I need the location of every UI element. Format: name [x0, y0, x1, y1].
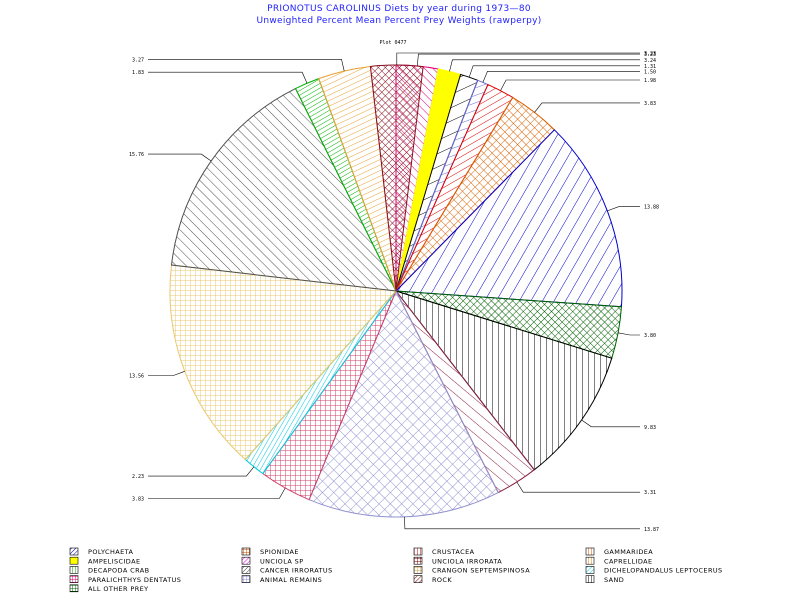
slice-labels: 3.233.241.311.50 1.98 3.83 13.88 3.80 9.83 3.3… [129, 51, 659, 533]
legend-label: SAND [604, 576, 624, 584]
slice-value-label: 1.83 [132, 70, 144, 76]
leader-line [148, 153, 212, 162]
legend-label: CAPRELLIDAE [604, 557, 653, 565]
pie-slice [369, 64, 424, 292]
legend-swatch [69, 547, 79, 556]
pie-slice [169, 264, 398, 461]
slice-value-label: 3.31 [644, 490, 656, 496]
leader-line [148, 466, 255, 477]
slice-value-label: 1.98 [644, 78, 656, 84]
leader-line [148, 71, 308, 84]
leader-line [449, 59, 640, 72]
pie-slice [170, 87, 397, 292]
legend-label: PARALICHTHYS DENTATUS [88, 576, 181, 584]
chart-subtitle: Unweighted Percent Mean Percent Prey Wei… [256, 16, 541, 26]
legend-label: ROCK [432, 576, 452, 584]
chart-title: PRIONOTUS CAROLINUS Diets by year during… [267, 4, 531, 14]
legend-label: ALL OTHER PREY [88, 585, 149, 593]
leader-line [500, 79, 640, 91]
slice-value-label: 13.88 [644, 205, 659, 211]
leader-line [607, 206, 640, 212]
legend-label: UNCIOLA IRRORATA [432, 557, 502, 565]
leader-line [396, 52, 640, 65]
leader-line [618, 332, 640, 336]
legend-swatch [585, 556, 595, 565]
legend-swatch [413, 547, 423, 556]
legend-swatch [69, 584, 79, 593]
legend-swatch [241, 566, 251, 574]
legend-label: CRANGON SEPTEMSPINOSA [432, 567, 530, 575]
legend-label: ANIMAL REMAINS [260, 576, 322, 584]
leader-line [404, 516, 640, 530]
slice-value-label: 1.31 [644, 64, 656, 70]
leader-line [482, 71, 640, 83]
pie-slice [394, 290, 613, 471]
plot-id-label: Plot 0477 [379, 40, 406, 46]
slice-value-label: 2.23 [132, 474, 144, 480]
slice-value-label: 1.50 [644, 69, 656, 75]
slice-value-label: 13.87 [644, 527, 659, 533]
legend-swatch [69, 556, 79, 565]
legend-label: GAMMARIDEA [604, 548, 653, 556]
legend-swatch [241, 556, 251, 565]
legend-label: POLYCHAETA [88, 548, 133, 556]
slice-value-label: 9.83 [644, 425, 656, 431]
legend-label: DICHELOPANDALUS LEPTOCERUS [604, 567, 723, 575]
legend-swatch [413, 566, 423, 574]
legend-swatch [585, 547, 595, 556]
pie-slices [169, 64, 623, 518]
legend-label: AMPELISCIDAE [88, 557, 140, 565]
legend-label: SPIONIDAE [260, 548, 299, 556]
leader-line [417, 53, 640, 67]
leader-line [148, 58, 345, 72]
legend-swatch [585, 575, 595, 583]
leader-line [148, 371, 185, 376]
slice-value-label: 15.76 [129, 152, 144, 158]
slice-value-label: 3.24 [644, 58, 656, 64]
leader-line [534, 102, 640, 113]
slice-value-label: 3.83 [132, 496, 144, 502]
leader-line [581, 419, 640, 428]
legend-label: CANCER IRRORATUS [260, 567, 333, 575]
legend-swatch [241, 575, 251, 583]
slice-value-label: 3.27 [132, 57, 144, 63]
legend-label: DECAPODA CRAB [88, 567, 149, 575]
slice-value-label: 3.80 [644, 333, 656, 339]
legend-label: UNCIOLA SP [260, 557, 304, 565]
leader-line [468, 65, 640, 78]
slice-value-label: 3.23 [644, 52, 656, 58]
slice-value-label: 3.83 [644, 101, 656, 107]
legend-swatch [69, 575, 79, 583]
legend-swatch [413, 556, 423, 565]
leader-line [148, 487, 286, 499]
legend-swatch [241, 547, 251, 556]
leader-line [516, 481, 640, 493]
legend-swatch [413, 575, 423, 583]
legend-swatch [585, 566, 595, 574]
slice-value-label: 3.23 [644, 51, 656, 57]
legend: POLYCHAETA SPIONIDAE CRUSTACEA GAMMARIDEA AM… [69, 547, 723, 593]
legend-label: CRUSTACEA [432, 548, 475, 556]
slice-value-label: 13.56 [129, 374, 144, 380]
legend-swatch [69, 566, 79, 574]
